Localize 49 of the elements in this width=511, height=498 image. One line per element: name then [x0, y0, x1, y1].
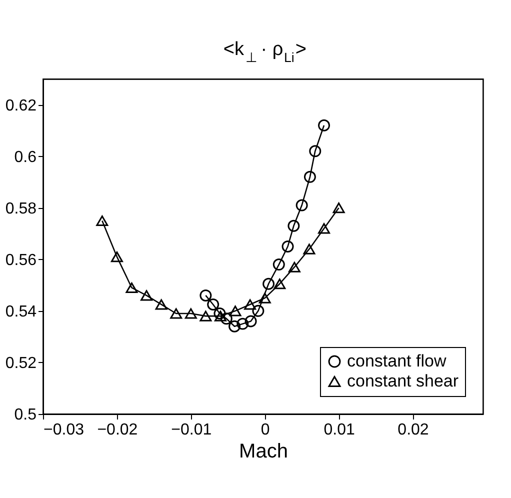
point	[304, 170, 316, 183]
x-tick-label: 0	[260, 422, 270, 438]
point	[296, 199, 308, 212]
point	[236, 318, 249, 330]
point	[214, 308, 226, 320]
point	[220, 312, 232, 325]
y-tick-label: 0.5	[14, 406, 37, 424]
x-tick-label: 0.02	[398, 422, 429, 438]
point	[214, 310, 226, 322]
point	[272, 258, 285, 271]
point	[318, 119, 330, 132]
point	[228, 320, 241, 332]
y-tick-label: 0.52	[5, 354, 37, 372]
point	[126, 282, 138, 294]
point	[140, 290, 153, 301]
y-tick-label: 0.56	[5, 252, 37, 269]
point	[200, 310, 212, 322]
point	[309, 145, 322, 158]
legend-label: constant shear	[347, 372, 459, 390]
point	[288, 220, 300, 232]
x-axis-title: Mach	[239, 440, 288, 462]
point	[252, 304, 264, 317]
point	[262, 278, 275, 290]
point	[288, 262, 300, 272]
point	[184, 308, 197, 319]
point	[258, 292, 271, 304]
x-tick-label: 0.01	[324, 422, 355, 438]
point	[96, 215, 108, 226]
x-tick-label: −0.02	[97, 422, 138, 438]
point	[274, 278, 286, 290]
point	[282, 240, 294, 252]
point	[155, 299, 168, 310]
y-tick-label: 0.62	[5, 97, 37, 114]
point	[244, 299, 256, 310]
x-tick-label: −0.03	[44, 422, 84, 438]
point	[303, 244, 316, 254]
point	[332, 202, 345, 214]
point	[170, 308, 182, 319]
point	[200, 289, 212, 302]
y-tick-label: 0.54	[5, 303, 37, 320]
legend-label: constant flow	[347, 352, 447, 370]
point	[110, 252, 123, 262]
point	[318, 223, 330, 234]
point	[244, 315, 257, 328]
point	[207, 298, 220, 310]
x-tick-label: −0.01	[171, 422, 212, 438]
y-tick-label: 0.6	[14, 148, 37, 166]
point	[229, 306, 242, 316]
y-tick-label: 0.58	[5, 200, 37, 218]
